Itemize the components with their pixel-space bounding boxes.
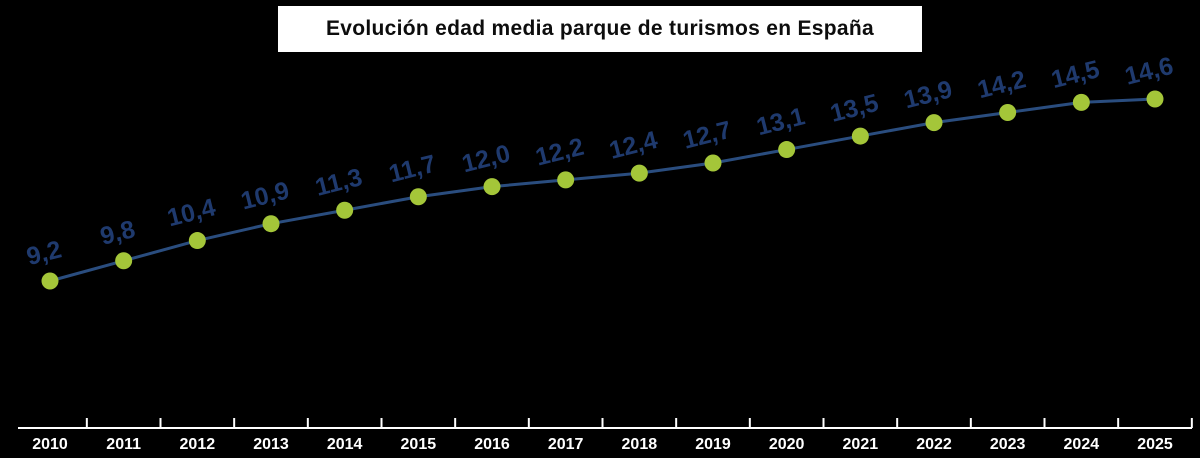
data-point (999, 103, 1017, 121)
x-axis-year-label: 2010 (32, 436, 68, 453)
data-label: 14,2 (975, 65, 1029, 104)
x-axis-year-label: 2024 (1064, 436, 1100, 453)
data-point (41, 272, 59, 290)
data-label: 10,9 (238, 176, 292, 215)
data-point (262, 215, 280, 233)
x-axis-year-label: 2023 (990, 436, 1026, 453)
data-label: 10,4 (164, 193, 218, 232)
chart-title: Evolución edad media parque de turismos … (277, 6, 923, 52)
data-label: 12,7 (680, 116, 734, 155)
data-label: 14,5 (1048, 55, 1102, 94)
x-axis-year-label: 2017 (548, 436, 584, 453)
data-label: 13,1 (754, 102, 808, 141)
data-label: 13,9 (901, 75, 955, 114)
data-point (851, 127, 869, 145)
data-point (336, 201, 354, 219)
data-point (630, 164, 648, 182)
x-axis-year-label: 2025 (1137, 436, 1173, 453)
x-axis-year-label: 2019 (695, 436, 731, 453)
x-axis-year-label: 2022 (916, 436, 952, 453)
data-point (115, 252, 133, 270)
data-label: 11,3 (312, 163, 365, 202)
x-axis-year-label: 2021 (843, 436, 879, 453)
data-label: 13,5 (827, 89, 881, 128)
x-axis-year-label: 2016 (474, 436, 510, 453)
data-label: 12,2 (533, 133, 587, 172)
data-point (778, 141, 796, 159)
data-point (188, 232, 206, 250)
data-label: 11,7 (386, 150, 439, 189)
data-label: 14,6 (1122, 52, 1176, 91)
x-axis-year-label: 2011 (106, 436, 141, 453)
data-point (1072, 93, 1090, 111)
data-point (557, 171, 575, 189)
data-label: 12,4 (606, 126, 660, 165)
x-axis-year-label: 2013 (253, 436, 289, 453)
x-axis-year-label: 2018 (622, 436, 658, 453)
data-point (409, 188, 427, 206)
x-axis-year-label: 2014 (327, 436, 363, 453)
data-point (925, 114, 943, 132)
data-point (1146, 90, 1164, 108)
data-label: 9,2 (24, 235, 65, 271)
series-line (48, 97, 1157, 283)
data-point (704, 154, 722, 172)
x-axis-year-label: 2015 (401, 436, 437, 453)
x-axis-year-label: 2020 (769, 436, 805, 453)
data-point (483, 178, 501, 196)
data-label: 9,8 (97, 215, 138, 251)
data-label: 12,0 (459, 139, 513, 178)
x-axis-year-label: 2012 (180, 436, 216, 453)
